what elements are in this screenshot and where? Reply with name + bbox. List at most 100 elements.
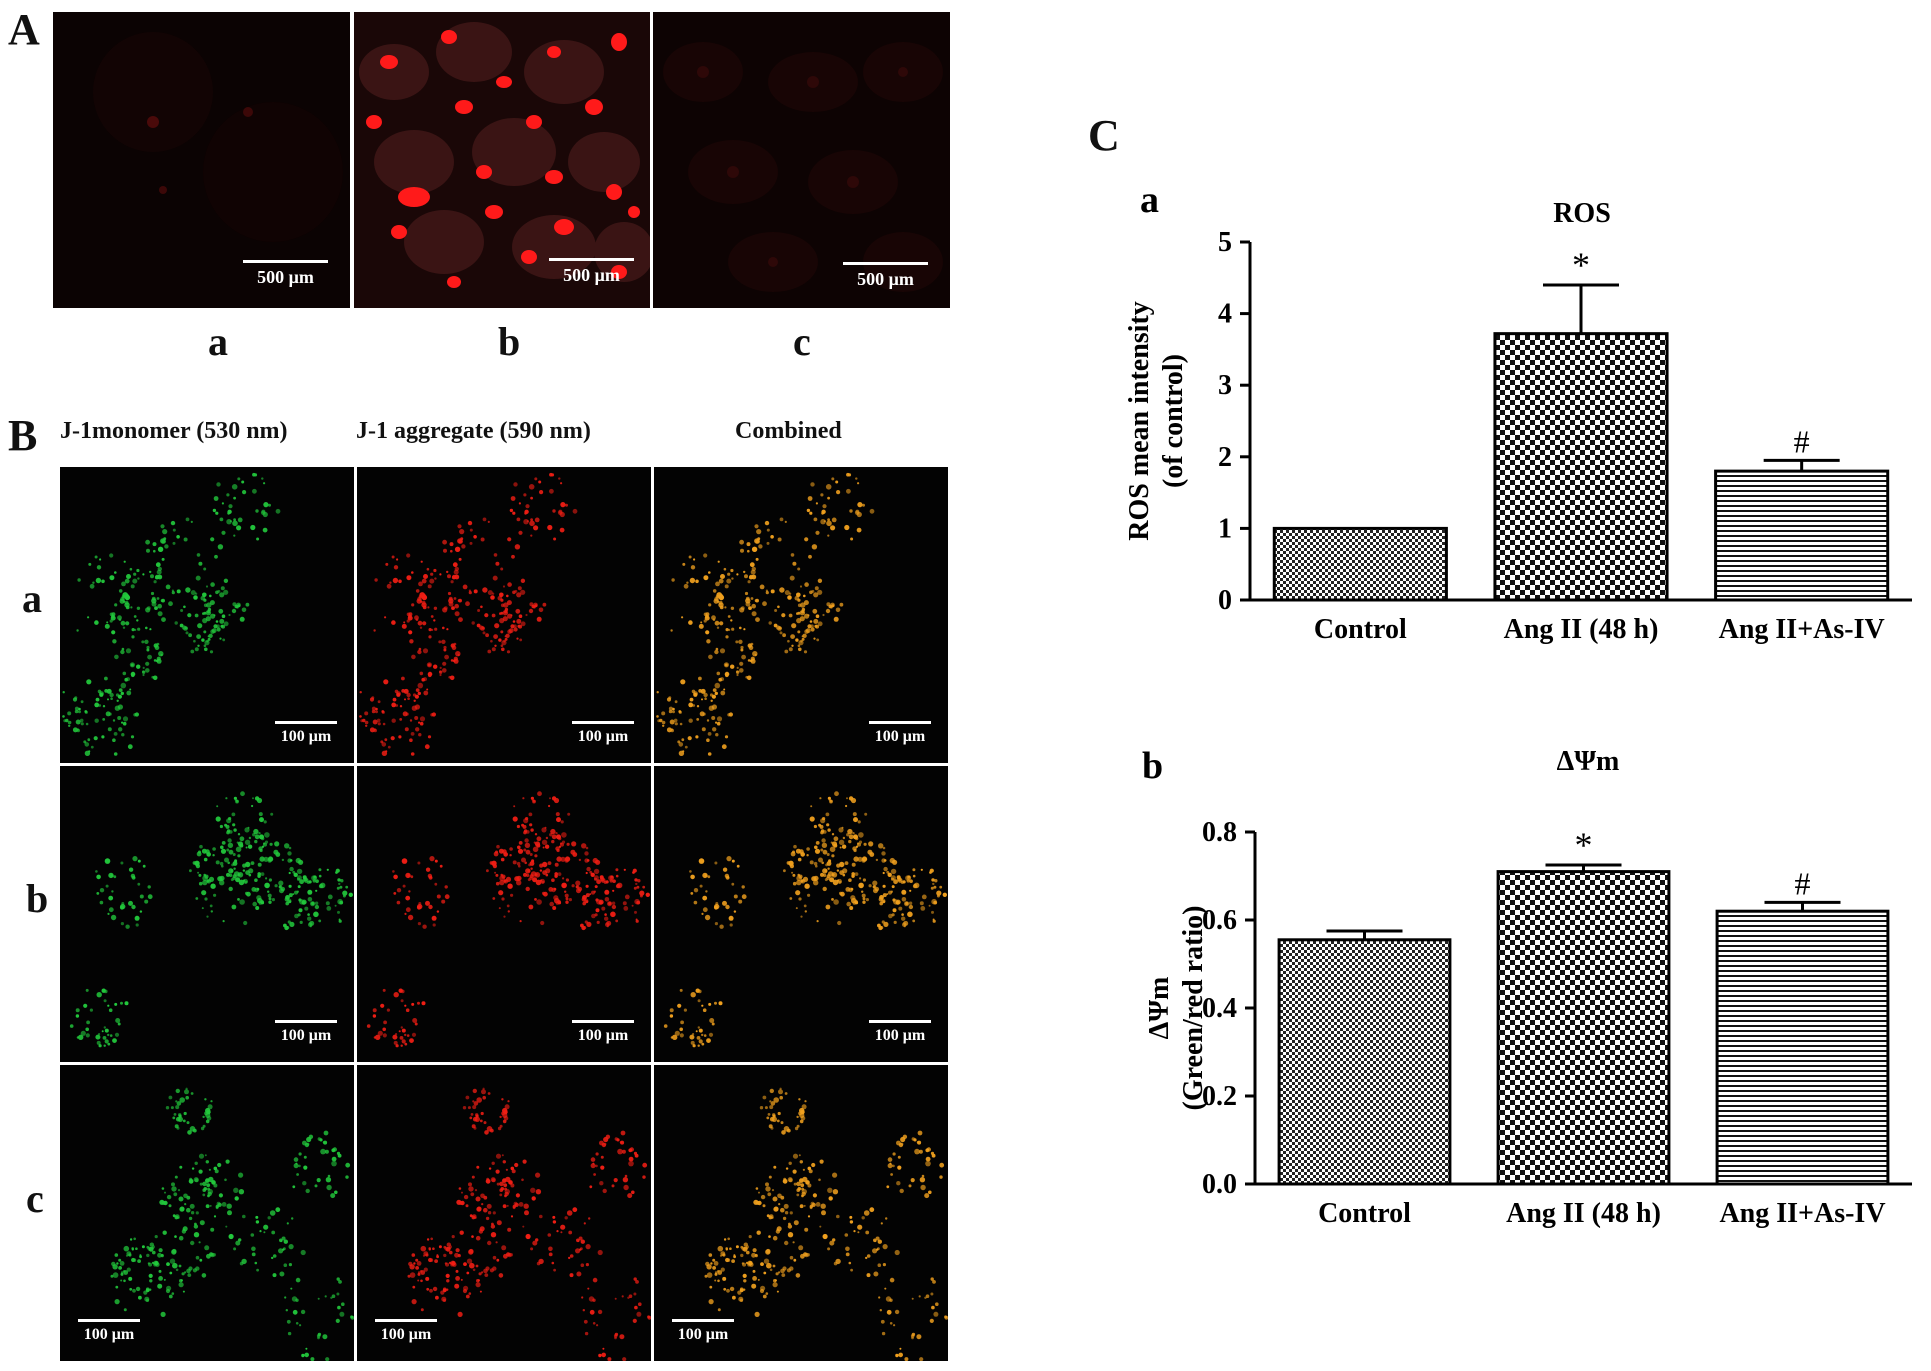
y-axis-label: ΔΨm (Green/red ratio) (1144, 905, 1209, 1110)
mitochondria-dots (654, 467, 948, 763)
mitochondria-dots (654, 1065, 948, 1361)
panel-a-image-b: 500 μm (354, 12, 650, 308)
panel-a-image-b-content (354, 12, 650, 308)
x-tick-label: Ang II+As-IV (1719, 1198, 1885, 1229)
bar (1496, 870, 1671, 1186)
panel-b-scale-bar: 100 μm (78, 1319, 140, 1344)
panel-b-image-b-3: 100 μm (654, 766, 948, 1062)
panel-a-label-a: a (208, 319, 228, 364)
panel-b-image-a-2: 100 μm (357, 467, 651, 763)
panel-a-scale-bar: 500 μm (549, 258, 634, 286)
x-tick-label: Ang II (48 h) (1506, 1198, 1661, 1229)
y-axis-label-line: ΔΨm (1144, 977, 1175, 1040)
bar (1272, 526, 1448, 602)
significance-marker: # (1794, 423, 1810, 459)
scale-label: 500 μm (563, 265, 620, 285)
panel-b-column-title-1: J-1monomer (530 nm) (60, 418, 288, 444)
panel-b-scale-bar: 100 μm (572, 1020, 634, 1045)
panel-b-image-c-1: 100 μm (60, 1065, 354, 1361)
panel-a-image-a: 500 μm (53, 12, 350, 308)
scale-label: 100 μm (677, 1326, 729, 1343)
panel-a-image-c: 500 μm (653, 12, 950, 308)
panel-b-image-c-3: 100 μm (654, 1065, 948, 1361)
y-tick-label: 1 (1218, 513, 1232, 544)
scale-label: 100 μm (280, 728, 332, 745)
y-axis-label: ROS mean intensity (of control) (1124, 301, 1189, 541)
panel-b-row-label-b: b (26, 876, 49, 921)
significance-marker: # (1795, 865, 1811, 901)
mitochondria-dots (357, 766, 651, 1062)
y-tick-label: 3 (1218, 370, 1232, 401)
panel-b-scale-bar: 100 μm (572, 721, 634, 746)
panel-b-scale-bar: 100 μm (275, 1020, 337, 1045)
panel-b-row-label-a: a (22, 576, 42, 621)
y-tick-label: 0.2 (1202, 1081, 1237, 1112)
significance-marker: * (1575, 825, 1593, 865)
x-tick-label: Ang II (48 h) (1504, 614, 1659, 645)
panel-b-image-c-2: 100 μm (357, 1065, 651, 1361)
panel-a-label-b: b (498, 319, 521, 364)
mitochondria-dots (357, 1065, 651, 1361)
mitochondria-dots (60, 766, 354, 1062)
chart-sub-label: a (1140, 179, 1159, 221)
y-axis-label-line: (of control) (1158, 354, 1189, 488)
panel-b-scale-bar: 100 μm (869, 1020, 931, 1045)
panel-b-row-label-c: c (26, 1176, 44, 1221)
y-tick-label: 5 (1218, 227, 1232, 258)
y-tick-label: 2 (1218, 442, 1232, 473)
mitochondria-dots (654, 766, 948, 1062)
panel-a-scale-bar: 500 μm (843, 262, 928, 290)
panel-b-scale-bar: 100 μm (672, 1319, 734, 1344)
y-tick-label: 0 (1218, 585, 1232, 616)
scale-label: 500 μm (857, 269, 914, 289)
bar (1714, 469, 1890, 602)
panel-a-image-c-content (653, 12, 950, 308)
panel-b-image-b-1: 100 μm (60, 766, 354, 1062)
bar (1715, 909, 1890, 1186)
y-tick-label: 0.4 (1202, 993, 1237, 1024)
y-axis-label-line: ROS mean intensity (1124, 301, 1155, 541)
panel-b-image-a-3: 100 μm (654, 467, 948, 763)
chart-ros: a ROS ROS mean intensity (of control) 0 1 2 3 4 5… (1124, 179, 1912, 645)
panel-b-image-a-1: 100 μm (60, 467, 354, 763)
panel-b-image-b-2: 100 μm (357, 766, 651, 1062)
bar (1277, 938, 1452, 1186)
panel-b-scale-bar: 100 μm (869, 721, 931, 746)
panel-b-column-title-2: J-1 aggregate (590 nm) (356, 418, 591, 444)
scale-label: 100 μm (280, 1027, 332, 1044)
mitochondria-dots (60, 1065, 354, 1361)
y-tick-label: 0.0 (1202, 1169, 1237, 1200)
mitochondria-dots (60, 467, 354, 763)
panel-c-letter: C (1088, 111, 1120, 160)
panel-a-image-a-content (53, 12, 350, 308)
scale-label: 100 μm (577, 728, 629, 745)
scale-label: 500 μm (257, 267, 314, 287)
panel-a-scale-bar: 500 μm (243, 260, 328, 288)
chart-title: ROS (1553, 198, 1611, 229)
bar (1493, 332, 1669, 602)
y-axis-label-line: (Green/red ratio) (1178, 905, 1209, 1110)
y-tick-label: 0.8 (1202, 817, 1237, 848)
scale-label: 100 μm (380, 1326, 432, 1343)
panel-b-column-title-3: Combined (735, 418, 842, 444)
scale-label: 100 μm (874, 728, 926, 745)
chart-sub-label: b (1142, 745, 1163, 787)
scale-label: 100 μm (577, 1027, 629, 1044)
x-tick-label: Control (1314, 614, 1407, 645)
y-tick-label: 0.6 (1202, 905, 1237, 936)
mitochondria-dots (357, 467, 651, 763)
significance-marker: * (1572, 245, 1590, 285)
panel-a-label-c: c (793, 319, 811, 364)
panel-b-scale-bar: 100 μm (375, 1319, 437, 1344)
panel-b-letter: B (8, 411, 38, 460)
x-tick-label: Ang II+As-IV (1719, 614, 1885, 645)
panel-b-image-grid: 100 μm 100 μm 100 μm 100 μm 100 μm 100 μm 100 … (60, 467, 948, 1361)
panel-b-scale-bar: 100 μm (275, 721, 337, 746)
x-tick-label: Control (1318, 1198, 1411, 1229)
y-tick-label: 4 (1218, 299, 1232, 330)
scale-label: 100 μm (874, 1027, 926, 1044)
scale-label: 100 μm (83, 1326, 135, 1343)
chart-title: ΔΨm (1557, 746, 1620, 777)
panel-a-letter: A (8, 5, 40, 54)
